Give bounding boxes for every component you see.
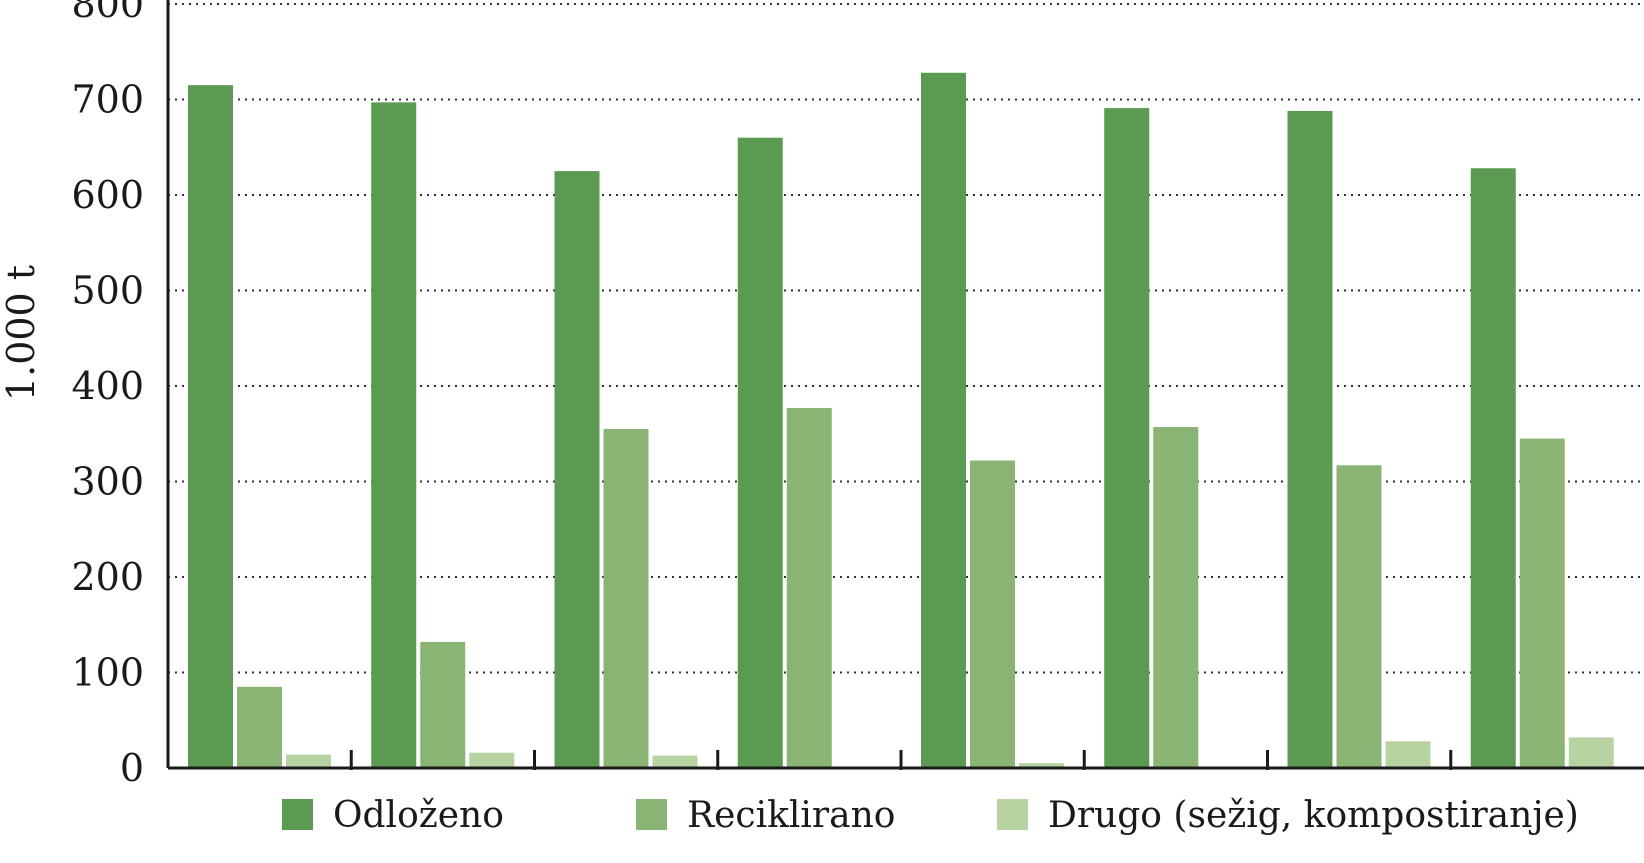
bar-drugo	[652, 755, 698, 768]
bar-odloženo	[921, 72, 966, 768]
y-tick-label: 500	[71, 269, 144, 313]
bar-drugo	[1568, 737, 1614, 768]
y-ticks: 0 100 200 300 400 500 600 700 800	[71, 0, 144, 790]
x-ticks	[349, 750, 1453, 770]
bar-reciklirano	[1153, 427, 1199, 768]
y-tick-label: 400	[71, 364, 144, 408]
legend-label: Odloženo	[333, 795, 504, 836]
bar-odloženo	[371, 102, 417, 769]
legend-label: Reciklirano	[687, 795, 895, 836]
legend-swatch	[636, 799, 667, 830]
legend: Odloženo Reciklirano Drugo (sežig, kompost…	[282, 795, 1579, 836]
y-tick-label: 0	[120, 746, 144, 790]
bar-reciklirano	[420, 641, 466, 768]
y-tick-label: 600	[71, 173, 144, 217]
bar-drugo	[286, 754, 331, 768]
legend-swatch	[997, 799, 1028, 830]
bar-odloženo	[1287, 110, 1333, 768]
y-tick-label: 300	[71, 460, 144, 504]
y-tick-label: 700	[71, 78, 144, 122]
bar-reciklirano	[1519, 438, 1565, 768]
bars	[188, 72, 1614, 769]
bar-reciklirano	[1336, 465, 1382, 768]
bar-drugo	[1019, 763, 1064, 768]
bar-drugo	[1385, 741, 1431, 768]
bar-odloženo	[1470, 168, 1516, 768]
bar-odloženo	[554, 171, 600, 768]
y-tick-label: 800	[71, 0, 144, 26]
y-axis-title: 1.000 t	[0, 265, 43, 401]
bar-reciklirano	[970, 460, 1015, 768]
bar-reciklirano	[237, 686, 282, 768]
y-tick-label: 100	[71, 651, 144, 695]
y-tick-label: 200	[71, 555, 144, 599]
bar-odloženo	[188, 85, 233, 769]
legend-label: Drugo (sežig, kompostiranje)	[1048, 795, 1579, 836]
bar-odloženo	[1104, 108, 1150, 769]
bar-odloženo	[737, 137, 783, 768]
axes	[166, 0, 1644, 770]
legend-swatch	[282, 799, 313, 830]
bar-reciklirano	[603, 428, 649, 768]
bar-reciklirano	[786, 407, 832, 768]
bar-drugo	[469, 752, 515, 768]
